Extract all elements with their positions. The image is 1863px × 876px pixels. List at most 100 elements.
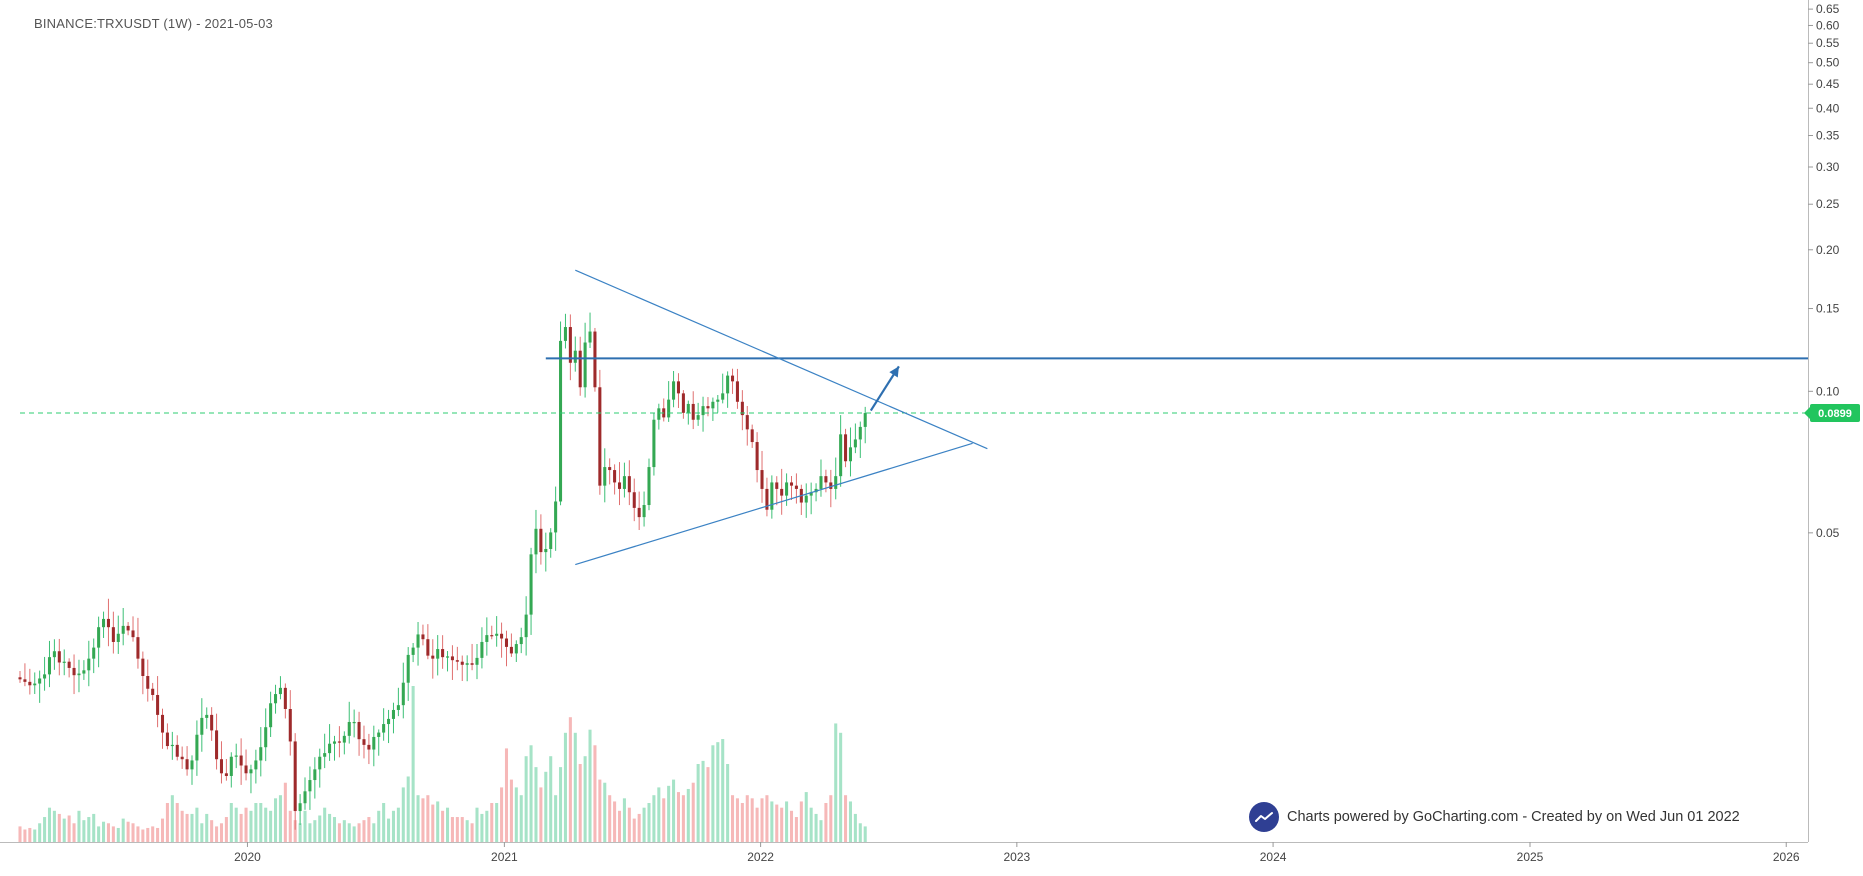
volume-bar — [92, 813, 96, 842]
candle-body — [38, 678, 42, 684]
candle-body — [785, 482, 789, 496]
volume-bar — [460, 817, 464, 842]
volume-bar — [485, 810, 489, 842]
volume-bar — [514, 787, 518, 842]
volume-bar — [470, 823, 474, 842]
candle-body — [23, 679, 27, 682]
candle-body — [372, 736, 376, 750]
candle-body — [465, 663, 469, 665]
volume-bar — [298, 823, 302, 842]
candle-body — [716, 399, 720, 402]
volume-bar — [377, 810, 381, 842]
volume-bar — [141, 829, 145, 842]
candle-body — [254, 760, 258, 770]
volume-bar — [495, 803, 499, 842]
candle-body — [190, 760, 194, 770]
candle-body — [156, 694, 160, 715]
last-price-label: 0.0899 — [1804, 404, 1860, 423]
volume-bar — [165, 803, 169, 842]
candle-body — [524, 614, 528, 638]
volume-bar — [200, 823, 204, 842]
candle-body — [460, 661, 464, 665]
candle-body — [33, 683, 37, 686]
volume-bar — [441, 810, 445, 842]
volume-bar — [617, 810, 622, 842]
volume-bar — [706, 767, 710, 842]
candle-body — [780, 488, 784, 496]
volume-bar — [696, 764, 700, 842]
candle-body — [269, 703, 273, 728]
candle-body — [367, 744, 371, 750]
candle-body — [598, 387, 602, 486]
volume-bar — [770, 801, 774, 842]
volume-bar — [33, 829, 37, 842]
volume-bar — [760, 798, 764, 842]
volume-bar — [568, 717, 572, 842]
candle-body — [455, 660, 459, 662]
candle-body — [691, 403, 695, 420]
volume-bar — [740, 803, 744, 842]
gocharting-watermark[interactable]: Charts powered by GoCharting.com - Creat… — [1249, 802, 1740, 832]
candle-body — [676, 381, 680, 394]
chart-symbol-title: BINANCE:TRXUSDT (1W) - 2021-05-03 — [34, 16, 273, 31]
volume-bar — [190, 813, 194, 842]
volume-bar — [224, 817, 228, 842]
candle-body — [504, 638, 509, 647]
volume-bar — [519, 795, 523, 842]
volume-bar — [82, 820, 86, 842]
volume-bar — [691, 782, 695, 842]
candle-body — [175, 744, 179, 757]
volume-bar — [352, 826, 356, 842]
watermark-text: Charts powered by GoCharting.com - Creat… — [1287, 809, 1740, 825]
volume-bar — [323, 807, 327, 842]
annotations — [20, 269, 1808, 566]
y-tick-label: 0.05 — [1816, 526, 1840, 540]
candle-body — [853, 439, 857, 448]
volume-bar — [598, 779, 602, 842]
volume-bar — [259, 803, 263, 842]
volume-bar — [735, 798, 739, 842]
candle-body — [686, 403, 690, 413]
volume-bar — [195, 807, 199, 842]
candle-body — [490, 635, 494, 637]
volume-bar — [721, 739, 725, 842]
volume-bar — [229, 803, 233, 842]
candle-body — [858, 426, 862, 440]
x-tick-label: 2026 — [1773, 850, 1800, 864]
volume-bar — [205, 813, 209, 842]
candle-body — [706, 406, 710, 409]
y-tick-label: 0.15 — [1816, 302, 1840, 316]
candle-body — [382, 724, 386, 733]
candle-body — [131, 630, 135, 638]
candle-body — [436, 649, 440, 659]
candle-body — [62, 661, 66, 663]
candle-body — [347, 721, 351, 736]
candle-body — [726, 375, 730, 394]
candle-body — [342, 735, 346, 743]
candle-body — [278, 687, 282, 695]
candle-body — [568, 327, 572, 363]
volume-bar — [726, 764, 730, 842]
candle-body — [735, 381, 739, 402]
volume-bar — [215, 826, 219, 842]
candle-body — [578, 350, 582, 388]
volume-bar — [672, 779, 676, 842]
volume-bar — [372, 823, 376, 842]
candle-body — [622, 476, 626, 489]
candle-body — [249, 769, 253, 774]
candle-body — [824, 476, 828, 483]
volume-bar — [465, 820, 469, 842]
candle-body — [711, 401, 715, 409]
x-tick-label: 2024 — [1260, 850, 1287, 864]
candle-body — [362, 739, 366, 745]
volume-bar — [549, 756, 553, 842]
last-price-label-bg — [1810, 404, 1860, 423]
volume-bar — [328, 813, 332, 842]
candle-body — [627, 476, 631, 493]
candle-body — [760, 470, 764, 489]
candle-body — [844, 434, 848, 462]
candle-body — [421, 634, 425, 640]
candle-body — [775, 482, 779, 489]
